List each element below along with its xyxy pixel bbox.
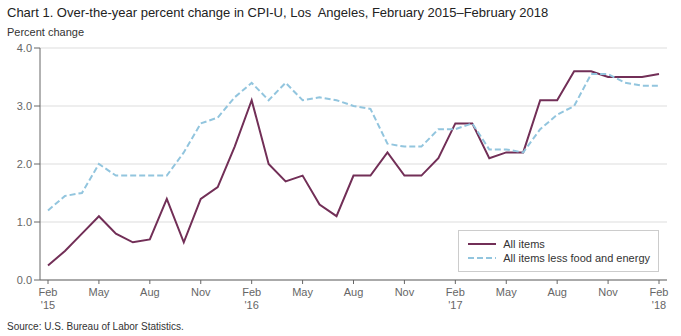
html-text:Percent change: Percent change xyxy=(7,26,85,38)
svg-text:2.0: 2.0 xyxy=(17,158,32,170)
svg-text:Aug: Aug xyxy=(344,286,364,298)
svg-text:Feb'16: Feb'16 xyxy=(242,286,261,311)
svg-text:Nov: Nov xyxy=(395,286,415,298)
svg-text:May: May xyxy=(496,286,517,298)
html-text:Source: U.S. Bureau of Labor S: Source: U.S. Bureau of Labor Statistics. xyxy=(7,321,184,332)
svg-text:0.0: 0.0 xyxy=(17,274,32,286)
svg-text:Nov: Nov xyxy=(191,286,211,298)
svg-text:Feb'17: Feb'17 xyxy=(446,286,465,311)
svg-text:May: May xyxy=(292,286,313,298)
svg-text:Feb'18: Feb'18 xyxy=(650,286,669,311)
svg-text:Nov: Nov xyxy=(598,286,618,298)
svg-text:1.0: 1.0 xyxy=(17,216,32,228)
svg-text:Aug: Aug xyxy=(140,286,160,298)
html-text:All items less food and energy: All items less food and energy xyxy=(503,252,650,264)
svg-text:3.0: 3.0 xyxy=(17,100,32,112)
svg-text:Aug: Aug xyxy=(547,286,567,298)
svg-text:Feb'15: Feb'15 xyxy=(39,286,58,311)
html-text:Chart 1. Over-the-year percent: Chart 1. Over-the-year percent change in… xyxy=(7,5,549,20)
svg-text:May: May xyxy=(89,286,110,298)
html-text:All items: All items xyxy=(503,238,545,250)
svg-text:4.0: 4.0 xyxy=(17,42,32,54)
